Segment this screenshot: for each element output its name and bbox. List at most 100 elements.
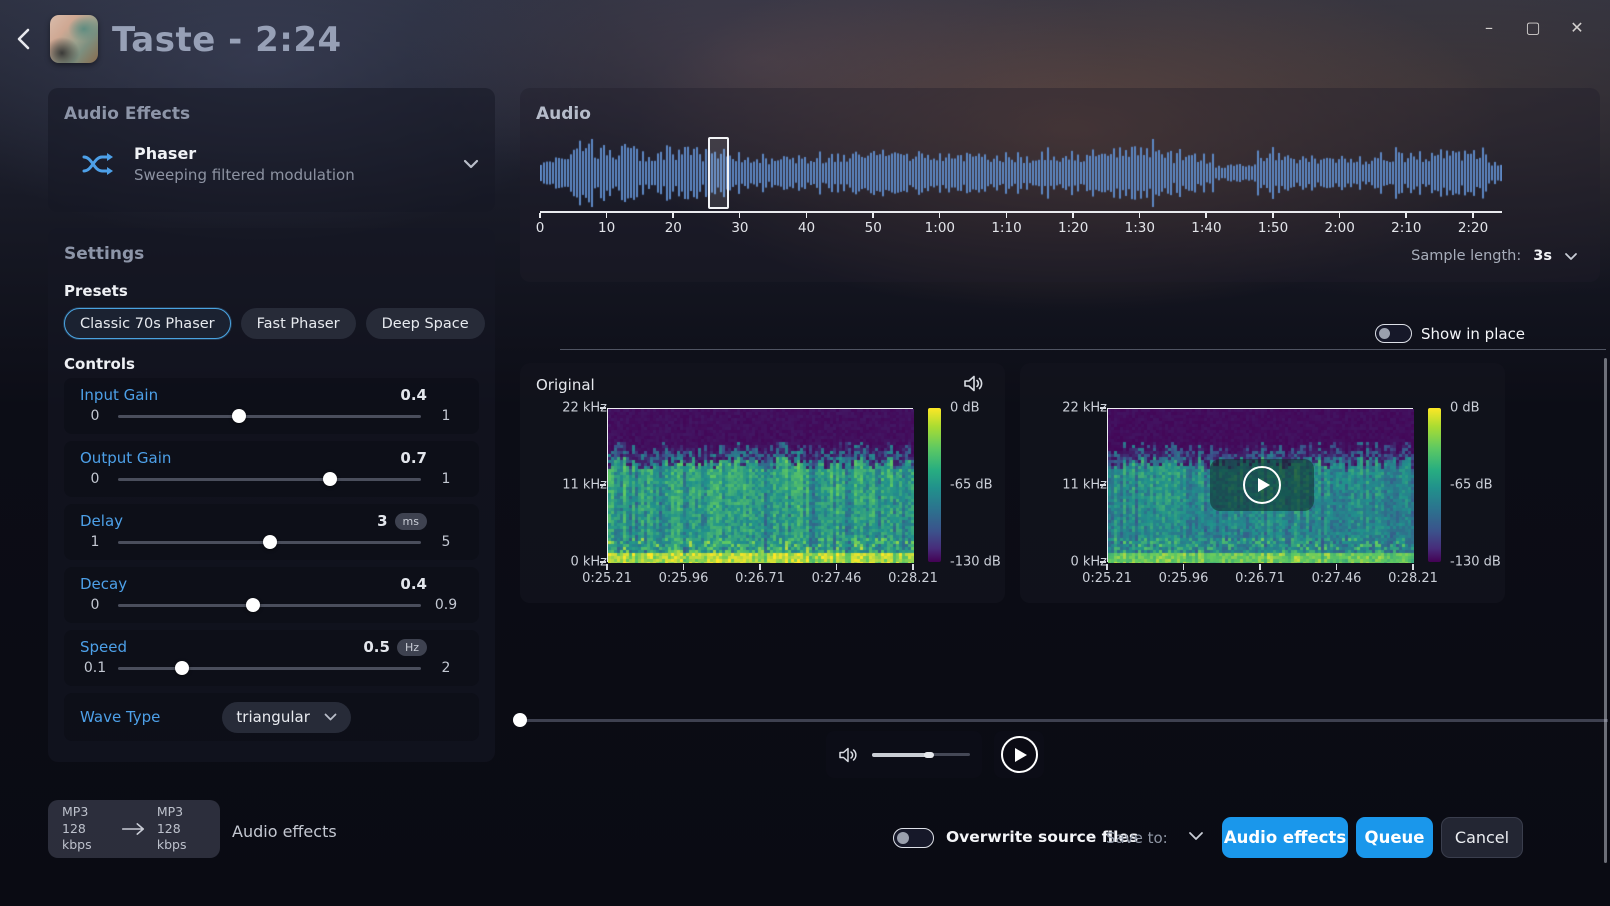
show-in-place-toggle[interactable] <box>1375 324 1412 343</box>
toggle-knob <box>897 831 909 844</box>
overwrite-label: Overwrite source files <box>946 828 1139 846</box>
slider-max: 2 <box>441 660 451 676</box>
sample-length-value[interactable]: 3s <box>1533 248 1552 264</box>
playback-progress-slider[interactable] <box>513 707 1608 733</box>
minimize-button[interactable]: – <box>1485 17 1493 37</box>
settings-card: Settings Presets Classic 70s Phaser Fast… <box>48 228 495 762</box>
overwrite-source-files-toggle[interactable] <box>893 828 934 848</box>
speed-slider-card: Speed 0.5 Hz 0.1 2 <box>64 630 479 686</box>
effect-texts: Phaser Sweeping filtered modulation <box>134 144 463 184</box>
format-conversion-badge: MP3 128 kbps MP3 128 kbps <box>48 800 220 858</box>
output-gain-slider[interactable] <box>118 471 421 487</box>
time-tick-label: 2:10 <box>1391 220 1422 236</box>
time-tick-label: 10 <box>598 220 616 236</box>
spec-time-label: 0:26.71 <box>735 571 785 586</box>
input-gain-slider-card: Input Gain 0.4 0 1 <box>64 378 479 434</box>
back-chevron-icon <box>17 28 30 50</box>
speaker-icon[interactable] <box>963 374 985 393</box>
vertical-scrollbar[interactable] <box>1604 358 1607 863</box>
slider-thumb[interactable] <box>174 661 189 675</box>
chevron-down-icon[interactable] <box>1564 252 1578 261</box>
save-to-label: Save to: <box>1106 829 1168 847</box>
slider-thumb[interactable] <box>262 535 277 549</box>
show-in-place-label: Show in place <box>1421 325 1526 343</box>
time-tick-label: 1:50 <box>1257 220 1289 236</box>
waveform-area[interactable] <box>540 135 1502 211</box>
delay-slider[interactable] <box>118 534 421 550</box>
volume-icon[interactable] <box>838 746 860 764</box>
spec-time-label: 0:28.21 <box>888 571 938 586</box>
slider-max: 5 <box>441 534 451 550</box>
slider-label: Delay <box>80 512 124 530</box>
audio-effects-title: Audio Effects <box>64 104 191 124</box>
shuffle-icon <box>82 153 113 175</box>
freq-tick-label: 11 kHz <box>1062 477 1107 493</box>
window-controls: – ▢ ✕ <box>1474 12 1592 42</box>
controls-label: Controls <box>64 355 135 373</box>
sample-selection-box[interactable] <box>708 137 729 209</box>
colorbar <box>928 408 941 562</box>
presets-label: Presets <box>64 282 128 300</box>
effect-selector[interactable]: Phaser Sweeping filtered modulation <box>64 144 479 184</box>
spec-time-label: 0:25.21 <box>1082 571 1132 586</box>
time-tick-label: 50 <box>864 220 882 236</box>
freq-tick-label: 22 kHz <box>1062 400 1107 416</box>
slider-thumb[interactable] <box>323 472 338 486</box>
unit-badge: Hz <box>396 638 427 656</box>
divider <box>560 349 1606 350</box>
speed-slider[interactable] <box>118 660 421 676</box>
back-button[interactable] <box>8 24 38 54</box>
preview-play-button[interactable] <box>1210 459 1314 511</box>
play-button[interactable] <box>994 731 1044 778</box>
wave-type-card: Wave Type triangular <box>64 693 479 741</box>
time-tick-label: 20 <box>664 220 682 236</box>
volume-control <box>826 731 982 778</box>
chevron-down-icon[interactable] <box>1188 831 1204 841</box>
queue-button[interactable]: Queue <box>1356 817 1433 858</box>
slider-min: 0 <box>90 597 100 613</box>
db-tick-label: -65 dB <box>950 477 993 493</box>
input-gain-slider[interactable] <box>118 408 421 424</box>
time-tick-labels: 0 10 20 30 40 50 1:00 1:10 1:20 1:30 1:40 1:50 2:00 2… <box>536 220 1488 236</box>
audio-card: Audio 0 10 20 30 40 50 1:00 1:10 1:20 1:30 1:40 1:5… <box>520 88 1600 282</box>
time-tick-label: 40 <box>797 220 816 236</box>
decay-slider[interactable] <box>118 597 421 613</box>
maximize-button[interactable]: ▢ <box>1525 17 1541 37</box>
time-tick-label: 2:00 <box>1324 220 1355 236</box>
time-tick-label: 1:40 <box>1191 220 1222 236</box>
audio-effects-button[interactable]: Audio effects <box>1222 817 1348 858</box>
progress-thumb[interactable] <box>513 713 527 727</box>
preset-deep-space[interactable]: Deep Space <box>365 308 485 339</box>
spec-time-label: 0:27.46 <box>1311 571 1362 586</box>
spec-time-label: 0:25.96 <box>1158 571 1209 586</box>
preset-row: Classic 70s Phaser Fast Phaser Deep Spac… <box>64 308 485 339</box>
time-tick-label: 2:20 <box>1457 220 1489 236</box>
close-button[interactable]: ✕ <box>1570 17 1584 37</box>
db-tick-label: 0 dB <box>1450 400 1480 416</box>
volume-thumb[interactable] <box>923 751 934 758</box>
original-spectrogram-card: Original 22 kHz 11 kHz 0 kHz 0 dB -65 dB -13… <box>520 363 1005 603</box>
db-tick-label: 0 dB <box>950 400 980 416</box>
preset-fast-phaser[interactable]: Fast Phaser <box>240 308 356 339</box>
slider-thumb[interactable] <box>245 598 260 612</box>
freq-tick-label: 0 kHz <box>570 554 607 570</box>
preset-classic-70s-phaser[interactable]: Classic 70s Phaser <box>64 308 231 339</box>
target-format: MP3 128 kbps <box>156 803 187 853</box>
sample-length-row: Sample length: 3s <box>1411 248 1578 264</box>
cancel-button[interactable]: Cancel <box>1441 817 1523 858</box>
slider-label: Speed <box>80 638 128 656</box>
original-spectrogram <box>607 408 914 563</box>
preview-spectrogram-card: 22 kHz 11 kHz 0 kHz 0 dB -65 dB -130 dB 0:25… <box>1020 363 1505 603</box>
volume-slider[interactable] <box>872 750 970 760</box>
play-icon <box>1000 736 1038 773</box>
wave-type-select[interactable]: triangular <box>222 701 351 733</box>
slider-value: 0.7 <box>400 449 427 467</box>
slider-min: 0.1 <box>83 660 107 676</box>
slider-thumb[interactable] <box>232 409 247 423</box>
play-icon <box>1243 466 1281 504</box>
time-axis-ticks <box>539 213 1474 219</box>
time-tick-label: 0 <box>535 220 545 236</box>
delay-slider-card: Delay 3 ms 1 5 <box>64 504 479 560</box>
slider-min: 0 <box>90 408 100 424</box>
chevron-down-icon <box>324 713 337 721</box>
